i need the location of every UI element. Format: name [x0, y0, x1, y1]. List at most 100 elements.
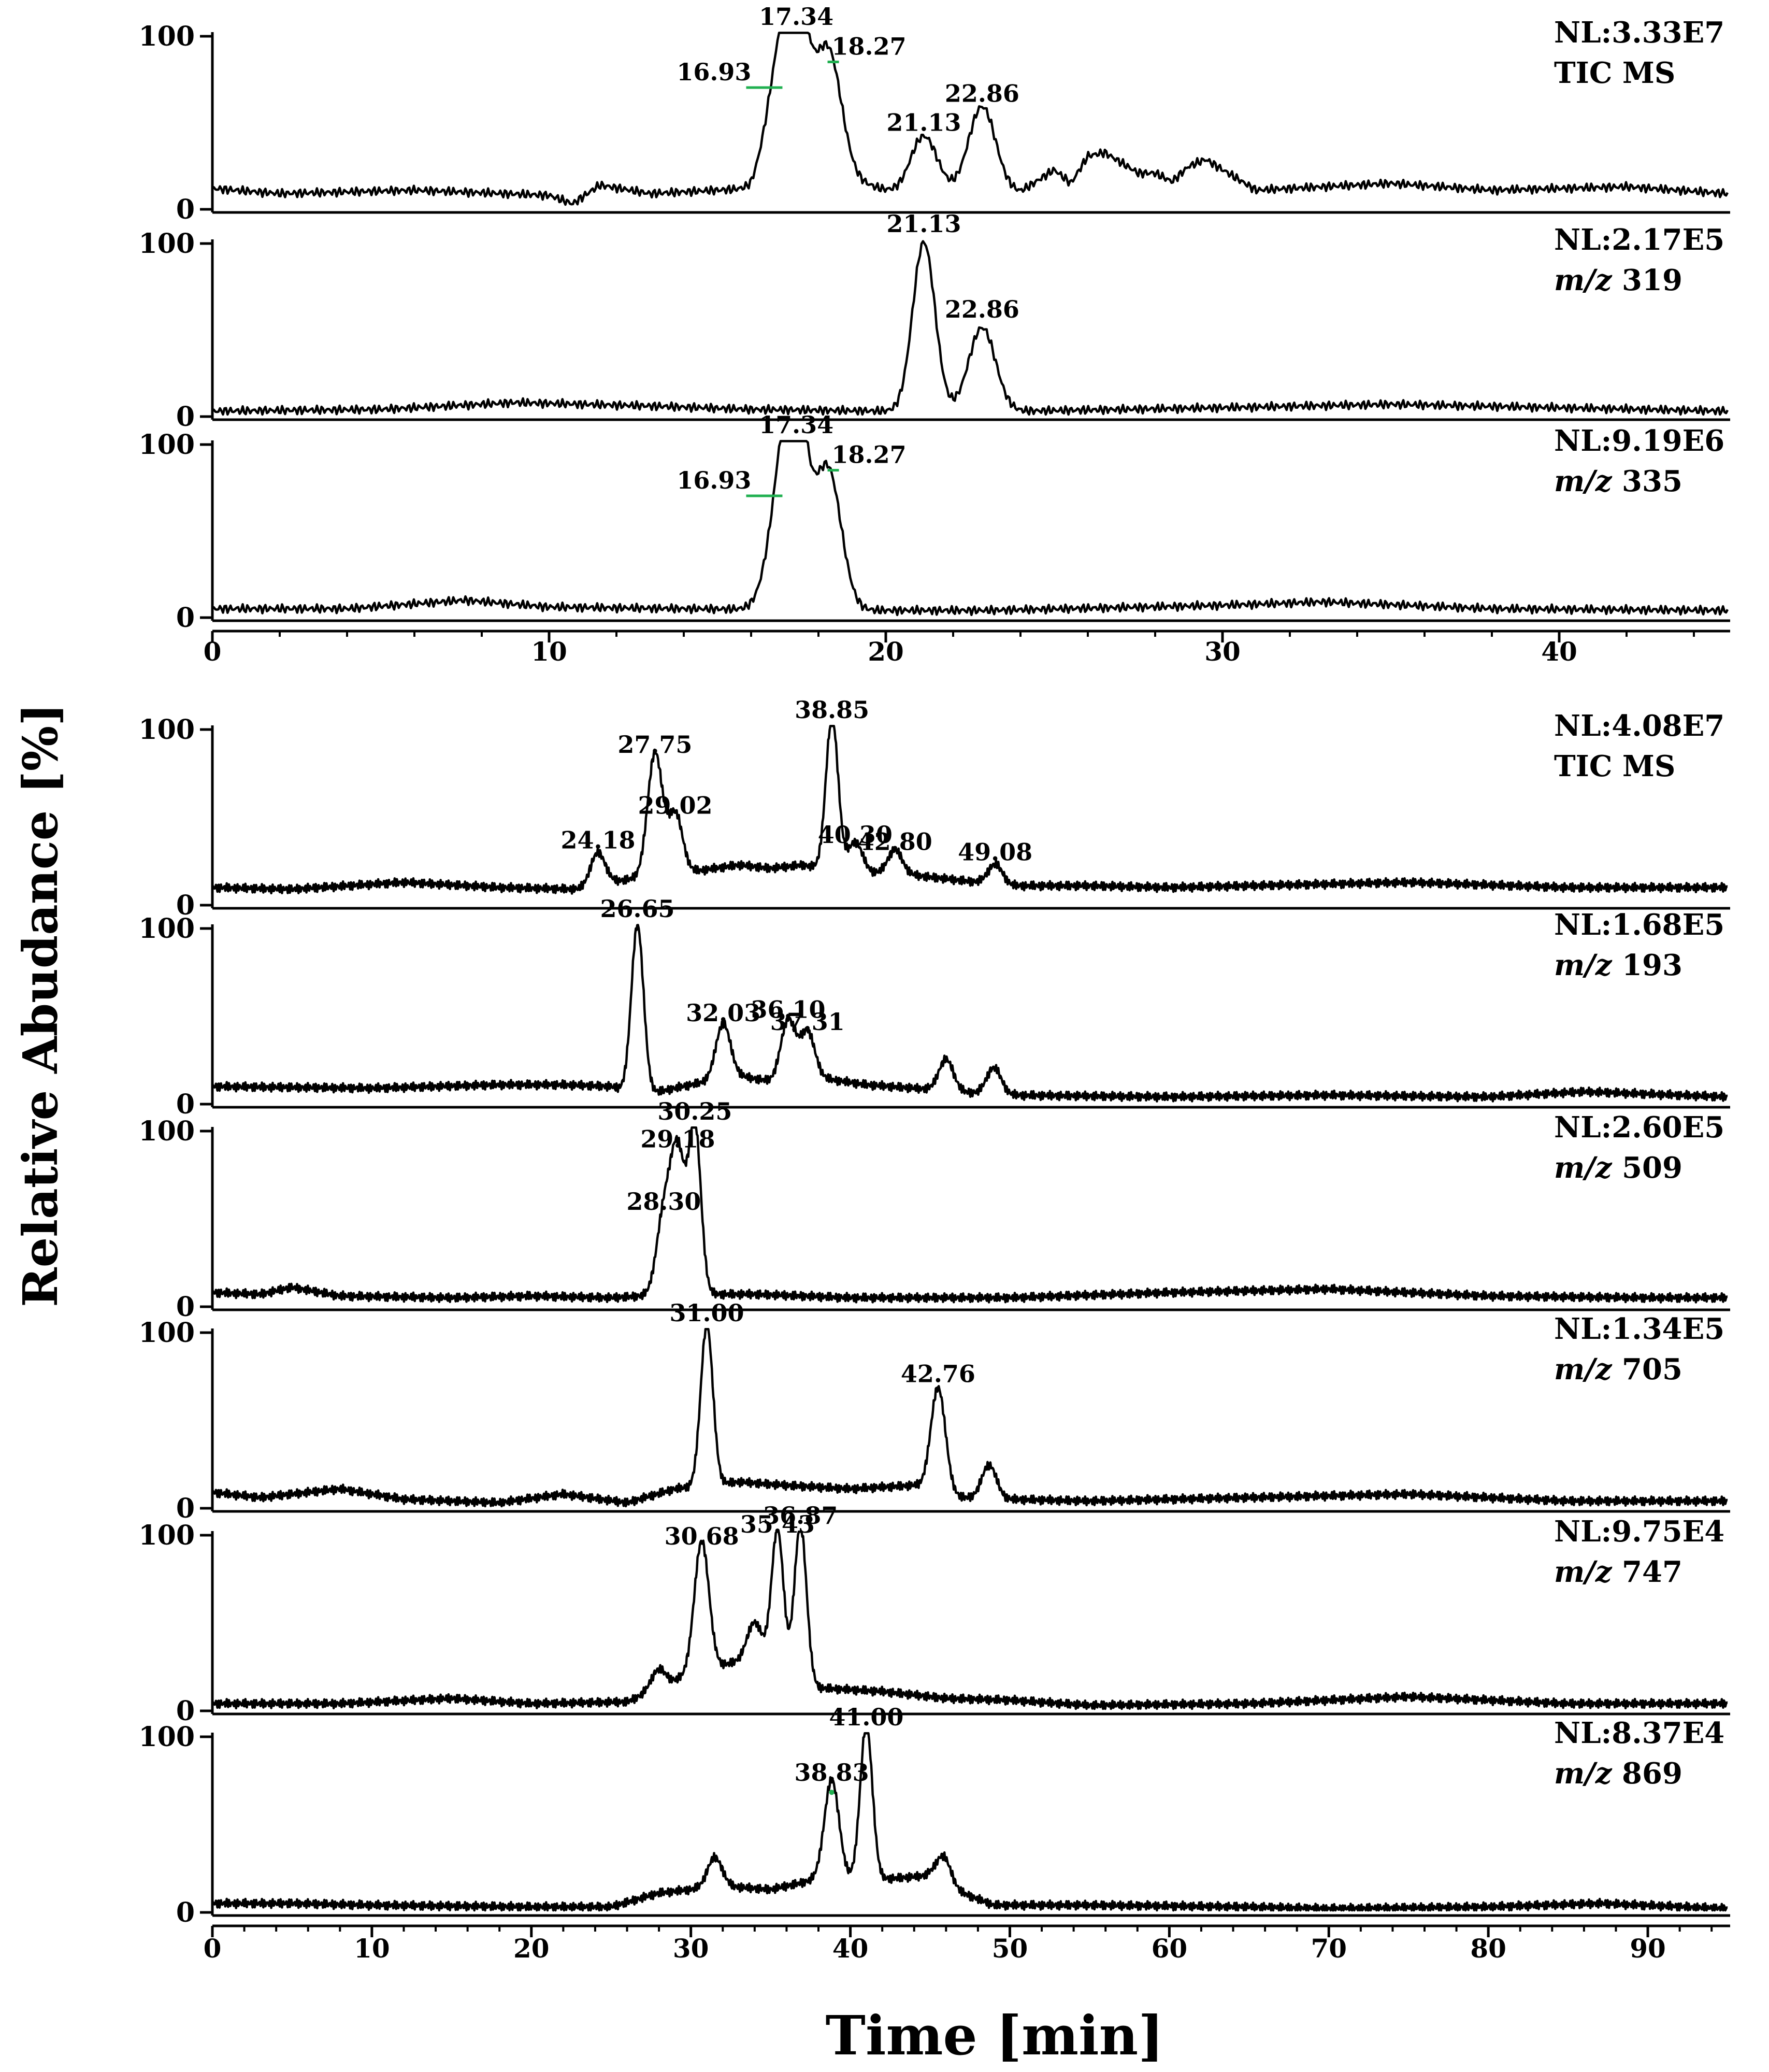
scan-value: TIC MS — [1554, 749, 1675, 783]
scan-value: 705 — [1622, 1352, 1682, 1387]
x-axis-label: Time [min] — [826, 2004, 1164, 2067]
y-tick-label: 0 — [176, 1493, 195, 1524]
peak-label: 35.43 — [740, 1510, 815, 1538]
y-tick-label: 0 — [176, 1291, 195, 1323]
scan-prefix: m/z — [1554, 263, 1622, 297]
y-tick-label: 0 — [176, 1897, 195, 1928]
y-tick-label: 0 — [176, 194, 195, 225]
chart-group-1: 010016.9317.3418.2721.1322.86NL:3.33E7TI… — [138, 3, 1730, 667]
y-axis-label: Relative Abudance [%] — [12, 703, 68, 1307]
y-tick-label: 0 — [176, 1695, 195, 1727]
x-tick-label: 50 — [992, 1933, 1028, 1964]
x-tick-label: 10 — [354, 1933, 390, 1964]
peak-label: 17.34 — [759, 411, 833, 439]
peak-label: 18.27 — [832, 441, 907, 469]
nl-label: NL:1.68E5 — [1554, 908, 1724, 942]
x-tick-label: 30 — [673, 1933, 709, 1964]
nl-label: NL:8.37E4 — [1554, 1716, 1724, 1750]
x-tick-label: 40 — [1541, 636, 1577, 667]
scan-value: 319 — [1622, 263, 1682, 297]
peak-label: 21.13 — [886, 210, 961, 238]
scan-value: 335 — [1622, 464, 1682, 498]
y-tick-label: 100 — [138, 1721, 195, 1753]
scan-value: 193 — [1622, 948, 1682, 982]
peak-label: 21.13 — [886, 109, 961, 137]
trace-line — [211, 1328, 1728, 1508]
peak-label: 41.00 — [829, 1703, 903, 1731]
scan-value: 509 — [1622, 1151, 1682, 1185]
x-tick-label: 20 — [868, 636, 904, 667]
scan-prefix: m/z — [1554, 1555, 1622, 1589]
y-tick-label: 100 — [138, 714, 195, 746]
scan-prefix: m/z — [1554, 1756, 1622, 1791]
peak-label: 29.02 — [638, 791, 712, 819]
scan-value: TIC MS — [1554, 56, 1675, 90]
peak-label: 24.18 — [560, 826, 635, 854]
scan-prefix: m/z — [1554, 1352, 1622, 1387]
y-tick-label: 0 — [176, 401, 195, 433]
trace-line — [212, 440, 1729, 617]
y-tick-label: 100 — [138, 1317, 195, 1349]
scan-prefix: m/z — [1554, 948, 1622, 982]
x-tick-label: 30 — [1204, 636, 1241, 667]
peak-label: 38.83 — [795, 1759, 869, 1787]
y-tick-label: 100 — [138, 21, 195, 52]
peak-label: 29.18 — [640, 1125, 715, 1153]
peak-label: 27.75 — [617, 731, 692, 759]
nl-label: NL:2.60E5 — [1554, 1110, 1724, 1145]
y-tick-label: 100 — [138, 429, 195, 461]
trace-line — [212, 32, 1729, 206]
y-tick-label: 100 — [138, 913, 195, 945]
scan-label: m/z 869 — [1554, 1756, 1682, 1791]
x-tick-label: 40 — [832, 1933, 869, 1964]
x-tick-label: 10 — [531, 636, 567, 667]
nl-label: NL:9.75E4 — [1554, 1514, 1724, 1549]
x-tick-label: 90 — [1630, 1933, 1666, 1964]
peak-label: 37.31 — [770, 1008, 845, 1036]
peak-label: 17.34 — [759, 3, 833, 31]
x-tick-label: 70 — [1311, 1933, 1347, 1964]
scan-label: m/z 319 — [1554, 263, 1682, 297]
peak-label: 16.93 — [677, 58, 751, 86]
scan-value: 747 — [1622, 1555, 1682, 1589]
scan-label: TIC MS — [1554, 56, 1675, 90]
trace-panel: 0 100 38.83 41.00 NL:8.37E4 m/z 869 — [138, 1703, 1730, 1928]
scan-label: m/z 747 — [1554, 1555, 1682, 1589]
peak-label: 18.27 — [832, 33, 907, 61]
peak-marker — [829, 1790, 835, 1795]
trace-line — [211, 725, 1728, 895]
scan-value: 869 — [1622, 1756, 1682, 1791]
y-tick-label: 0 — [176, 1089, 195, 1120]
x-tick-label: 20 — [513, 1933, 550, 1964]
x-tick-label: 0 — [204, 1933, 222, 1964]
peak-label: 40.30 — [818, 821, 893, 849]
y-tick-label: 100 — [138, 228, 195, 260]
nl-label: NL:9.19E6 — [1554, 424, 1724, 458]
scan-label: m/z 193 — [1554, 948, 1682, 982]
y-tick-label: 0 — [176, 602, 195, 634]
trace-panel: 0 100 21.13 22.86 NL:2.17E5 m/z 319 — [138, 210, 1730, 433]
peak-label: 42.80 — [858, 828, 932, 856]
x-tick-label: 60 — [1152, 1933, 1188, 1964]
trace-line — [211, 1126, 1728, 1304]
peak-label: 49.08 — [958, 838, 1032, 866]
peak-label: 22.86 — [945, 80, 1019, 108]
trace-line — [211, 1531, 1728, 1710]
nl-label: NL:1.34E5 — [1554, 1312, 1724, 1346]
peak-label: 22.86 — [945, 295, 1019, 323]
trace-line — [211, 924, 1728, 1103]
trace-panel: 0 100 31.00 42.76 NL:1.34E5 m/z 705 — [138, 1299, 1730, 1524]
peak-label: 38.85 — [795, 696, 869, 724]
nl-label: NL:3.33E7 — [1554, 16, 1724, 50]
y-tick-label: 100 — [138, 1116, 195, 1147]
x-tick-label: 0 — [204, 636, 222, 667]
trace-line — [211, 1732, 1728, 1912]
peak-label: 16.93 — [677, 466, 751, 494]
